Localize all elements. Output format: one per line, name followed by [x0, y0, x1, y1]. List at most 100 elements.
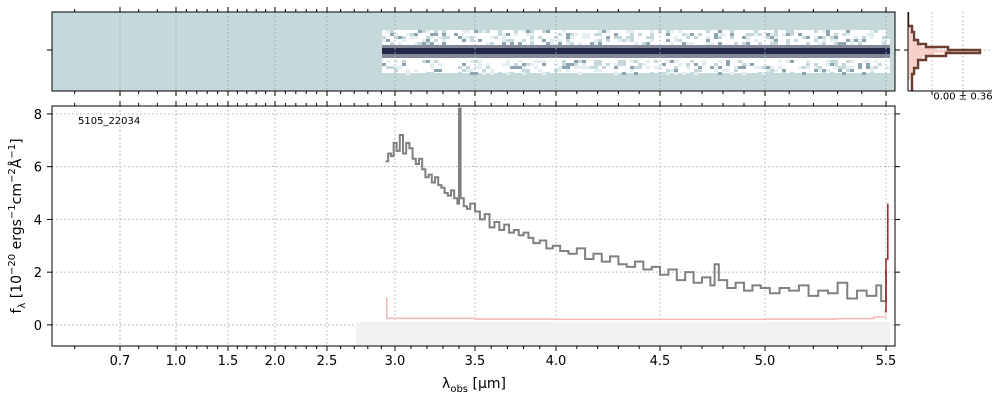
- noise-cell: [614, 36, 618, 39]
- noise-cell: [630, 60, 634, 63]
- noise-cell: [730, 72, 734, 75]
- noise-cell: [682, 72, 686, 75]
- noise-cell: [706, 30, 710, 33]
- noise-cell: [530, 33, 534, 36]
- noise-cell: [426, 42, 430, 45]
- noise-cell: [678, 30, 682, 33]
- noise-cell: [874, 66, 878, 69]
- y-tick-label: 4: [34, 213, 42, 228]
- noise-cell: [846, 60, 850, 63]
- noise-cell: [862, 72, 866, 75]
- noise-cell: [594, 39, 598, 42]
- noise-cell: [758, 33, 762, 36]
- y-tick-label: 2: [34, 266, 42, 281]
- noise-cell: [842, 66, 846, 69]
- noise-cell: [854, 39, 858, 42]
- noise-cell: [598, 60, 602, 63]
- noise-cell: [638, 63, 642, 66]
- noise-cell: [666, 60, 670, 63]
- noise-cell: [466, 66, 470, 69]
- noise-cell: [562, 30, 566, 33]
- noise-cell: [826, 33, 830, 36]
- x-tick-label: 5.5: [876, 354, 897, 369]
- y-tick-label: 0: [34, 319, 42, 334]
- noise-cell: [546, 72, 550, 75]
- noise-cell: [422, 39, 426, 42]
- noise-cell: [518, 60, 522, 63]
- noise-cell: [538, 36, 542, 39]
- noise-cell: [694, 36, 698, 39]
- noise-cell: [886, 36, 890, 39]
- noise-cell: [686, 42, 690, 45]
- noise-cell: [866, 33, 870, 36]
- noise-cell: [702, 63, 706, 66]
- noise-cell: [558, 66, 562, 69]
- noise-cell: [566, 66, 570, 69]
- noise-cell: [478, 66, 482, 69]
- noise-cell: [738, 60, 742, 63]
- noise-cell: [710, 42, 714, 45]
- noise-cell: [878, 63, 882, 66]
- noise-cell: [630, 36, 634, 39]
- noise-cell: [394, 33, 398, 36]
- noise-cell: [402, 60, 406, 63]
- noise-cell: [790, 33, 794, 36]
- y-tick-labels: 0 2 4 6 8: [34, 108, 42, 334]
- noise-cell: [806, 60, 810, 63]
- noise-cell: [774, 69, 778, 72]
- noise-cell: [802, 66, 806, 69]
- noise-cell: [834, 42, 838, 45]
- noise-cell: [390, 66, 394, 69]
- noise-cell: [534, 60, 538, 63]
- y-tick-label: 6: [34, 161, 42, 176]
- noise-cell: [774, 36, 778, 39]
- noise-cell: [674, 60, 678, 63]
- noise-cell: [554, 69, 558, 72]
- noise-cell: [458, 72, 462, 75]
- noise-cell: [806, 36, 810, 39]
- noise-cell: [814, 36, 818, 39]
- noise-cell: [770, 36, 774, 39]
- noise-cell: [510, 72, 514, 75]
- noise-cell: [466, 30, 470, 33]
- noise-cell: [382, 63, 386, 66]
- noise-cell: [426, 72, 430, 75]
- noise-cell: [690, 42, 694, 45]
- noise-cell: [602, 66, 606, 69]
- noise-cell: [790, 60, 794, 63]
- noise-cell: [886, 33, 890, 36]
- noise-cell: [530, 42, 534, 45]
- noise-cell: [754, 33, 758, 36]
- noise-cell: [638, 33, 642, 36]
- noise-cell: [826, 30, 830, 33]
- noise-cell: [586, 33, 590, 36]
- noise-cell: [550, 39, 554, 42]
- noise-cell: [822, 30, 826, 33]
- y-tick-label: 8: [34, 108, 42, 123]
- 1d-spectrum-grid: [52, 106, 895, 346]
- noise-cell: [846, 69, 850, 72]
- noise-cell: [594, 33, 598, 36]
- y-axis-label: fλ [10−20 ergs−1cm−2Å−1]: [7, 138, 28, 313]
- noise-cell: [802, 72, 806, 75]
- noise-cell: [726, 60, 730, 63]
- noise-cell: [566, 36, 570, 39]
- noise-cell: [842, 72, 846, 75]
- noise-cell: [838, 66, 842, 69]
- noise-cell: [506, 60, 510, 63]
- noise-cell: [586, 66, 590, 69]
- noise-cell: [678, 63, 682, 66]
- noise-cell: [470, 72, 474, 75]
- noise-cell: [582, 66, 586, 69]
- noise-cell: [674, 69, 678, 72]
- noise-cell: [594, 42, 598, 45]
- spectrum-series-2: [884, 203, 889, 313]
- x-tick-label: 0.7: [110, 354, 131, 369]
- noise-cell: [598, 39, 602, 42]
- noise-cell: [386, 30, 390, 33]
- noise-cell: [870, 33, 874, 36]
- profile-annotation: 0.00 ± 0.36: [933, 91, 992, 102]
- noise-cell: [382, 36, 386, 39]
- noise-cell: [618, 39, 622, 42]
- noise-cell: [718, 72, 722, 75]
